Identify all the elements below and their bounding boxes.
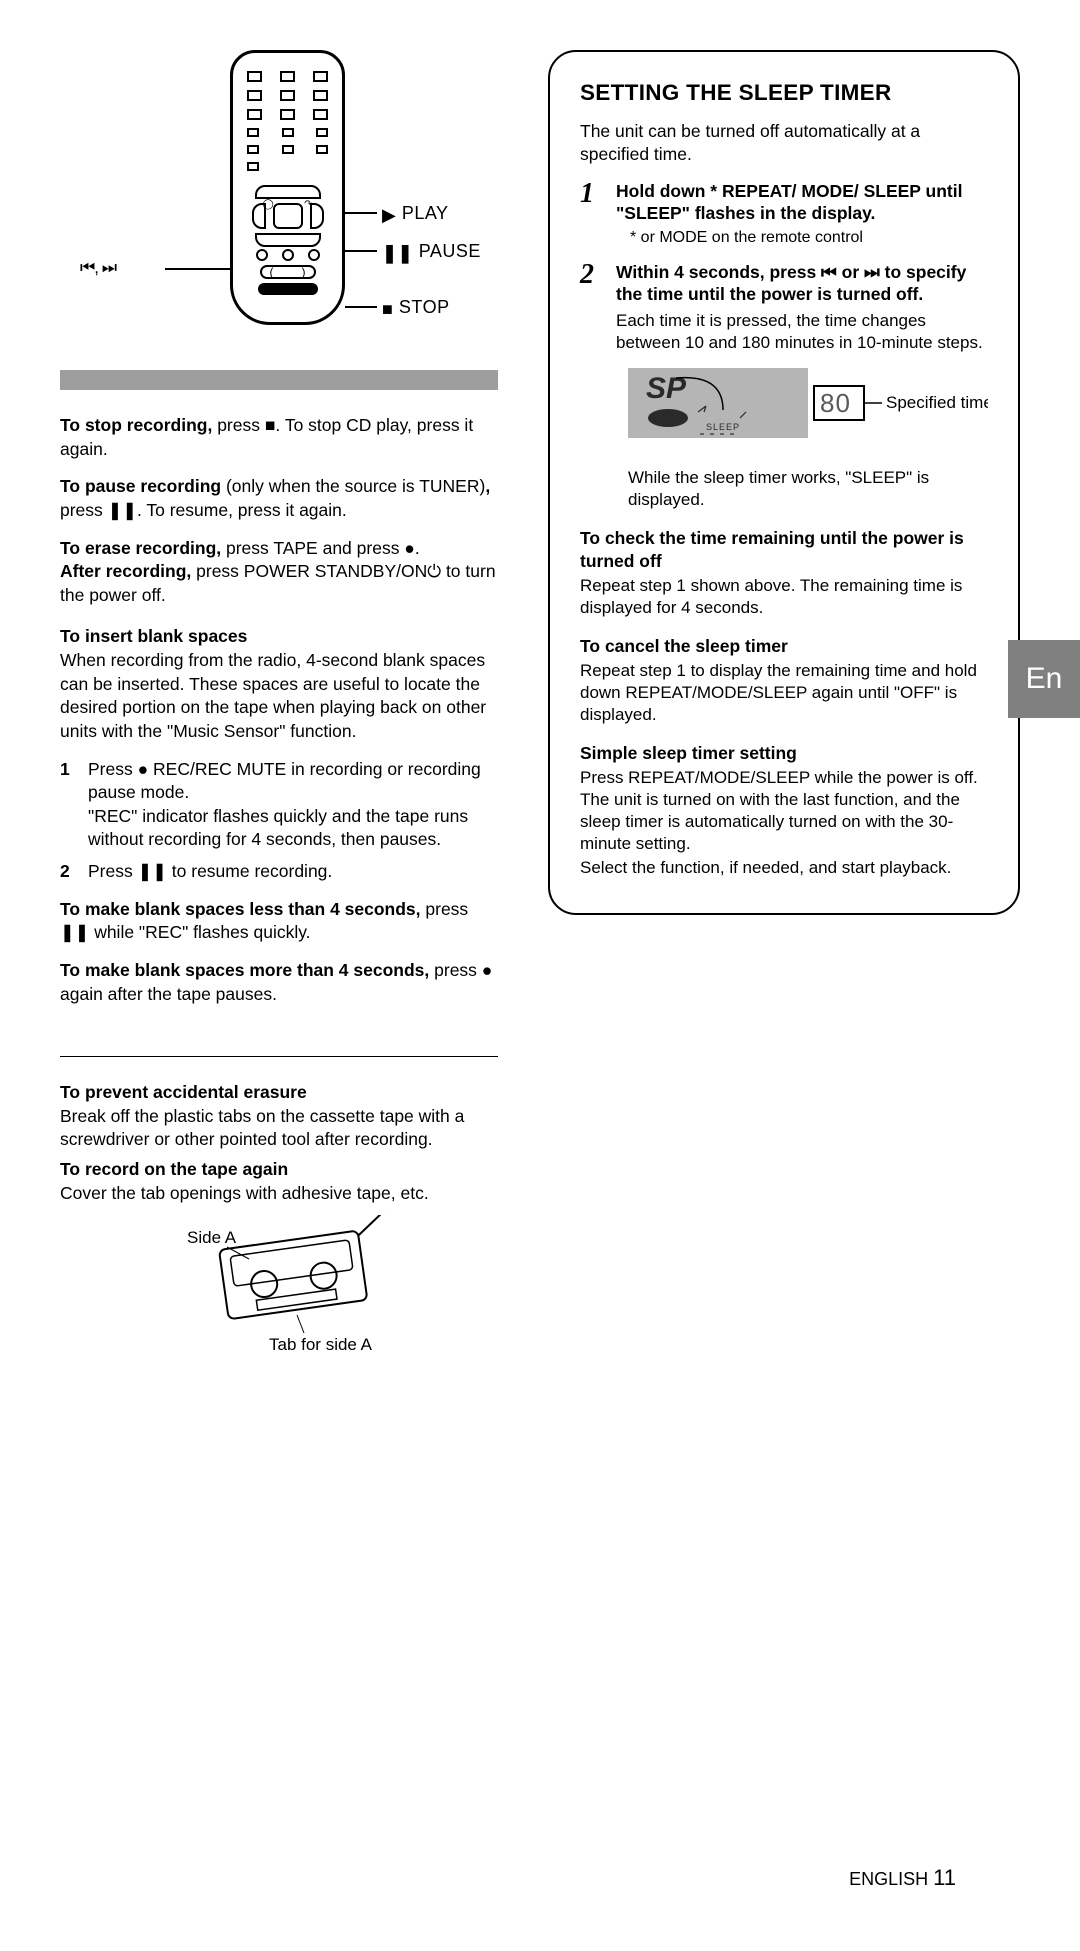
svg-text:80: 80 [820,388,851,418]
pause-recording-text2: press ❚❚. To resume, press it again. [60,499,498,523]
more-than-4-text: To make blank spaces more than 4 seconds… [60,959,498,1006]
page-footer: ENGLISH 11 [60,1865,1020,1891]
lcd-display-figure: SP SLEEP 80 Specified time [628,368,988,511]
svg-text:Specified time: Specified time [886,393,988,412]
prevent-erasure-body: Break off the plastic tabs on the casset… [60,1105,498,1152]
left-column: ◯ ↷ () ▶ PLAY ❚❚ PAUSE [60,50,498,1365]
cassette-diagram: Side A Tab for side A [60,1215,498,1365]
sleep-step-1: 1 Hold down * REPEAT/ MODE/ SLEEP until … [580,180,988,249]
side-a-label: Side A [187,1228,237,1247]
record-again-body: Cover the tab openings with adhesive tap… [60,1182,498,1206]
insert-steps-list: 1Press ● REC/REC MUTE in recording or re… [60,758,498,884]
tab-side-a-label: Tab for side A [269,1335,373,1354]
simple-setting-section: Simple sleep timer setting Press REPEAT/… [580,742,988,879]
sleep-step-2: 2 Within 4 seconds, press ⏮ or ⏭ to spec… [580,261,988,355]
remote-diagram: ◯ ↷ () ▶ PLAY ❚❚ PAUSE [60,50,498,350]
insert-blank-body: When recording from the radio, 4-second … [60,649,498,744]
less-than-4-text: To make blank spaces less than 4 seconds… [60,898,498,945]
sleep-timer-title: SETTING THE SLEEP TIMER [580,80,988,106]
erase-recording-text: To erase recording, press TAPE and press… [60,537,498,561]
record-again-heading: To record on the tape again [60,1158,498,1182]
pause-recording-text: To pause recording (only when the source… [60,475,498,499]
skip-label: ⏮, ⏭ [80,258,116,278]
stop-recording-text: To stop recording, press ■. To stop CD p… [60,414,498,461]
pause-label: ❚❚ PAUSE [382,241,481,264]
check-time-section: To check the time remaining until the po… [580,527,988,619]
right-column: SETTING THE SLEEP TIMER The unit can be … [548,50,1020,1365]
sleep-timer-box: SETTING THE SLEEP TIMER The unit can be … [548,50,1020,915]
insert-blank-heading: To insert blank spaces [60,625,498,649]
sleep-intro: The unit can be turned off automatically… [580,120,988,166]
prevent-erasure-heading: To prevent accidental erasure [60,1081,498,1105]
after-recording-text: After recording, press POWER STANDBY/ON⏻… [60,560,498,607]
cancel-section: To cancel the sleep timer Repeat step 1 … [580,635,988,726]
language-side-tab: En [1008,640,1080,718]
play-label: ▶ PLAY [382,203,449,226]
svg-text:SLEEP: SLEEP [706,422,740,432]
gray-divider-bar [60,370,498,390]
stop-label: ■ STOP [382,297,450,320]
